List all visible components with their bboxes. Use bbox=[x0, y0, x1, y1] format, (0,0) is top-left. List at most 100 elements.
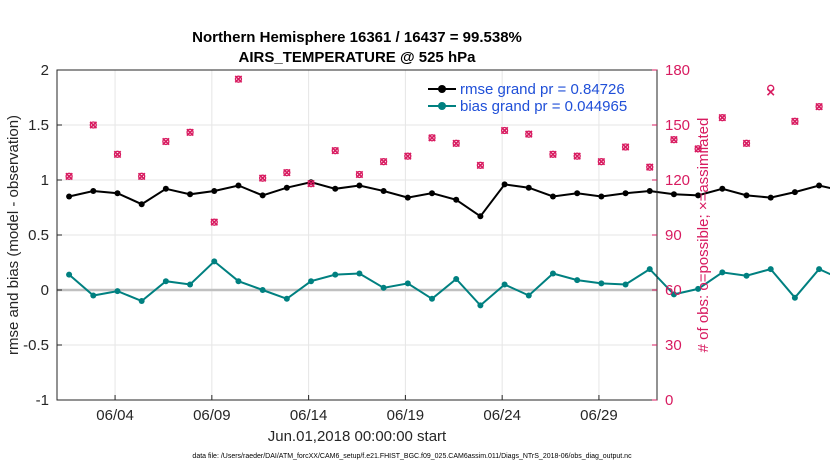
series-point-0 bbox=[646, 188, 653, 194]
y-axis-label: rmse and bias (model - observation) bbox=[5, 115, 22, 355]
obs-assimilated-stroke bbox=[89, 121, 98, 129]
obs-assimilated-point bbox=[234, 75, 243, 83]
obs-assimilated-point bbox=[597, 157, 606, 166]
series-line-1 bbox=[68, 260, 830, 307]
legend-bias-label: bias grand pr = 0.044965 bbox=[460, 98, 627, 115]
series-point-1 bbox=[695, 285, 702, 292]
x-tick-label: 06/14 bbox=[290, 407, 328, 424]
obs-possible-point bbox=[646, 163, 654, 171]
series-point-1 bbox=[767, 266, 774, 273]
obs-assimilated-stroke bbox=[525, 130, 533, 138]
series-point-1 bbox=[138, 298, 145, 304]
obs-possible-point bbox=[307, 180, 315, 188]
obs-assimilated-point bbox=[162, 137, 170, 146]
series-point-1 bbox=[283, 295, 290, 302]
x-tick-label: 06/19 bbox=[387, 407, 425, 424]
right-axis: 0 30 60 90 120 150 180 bbox=[652, 62, 690, 409]
y-tick-label: 2 bbox=[41, 62, 49, 79]
obs-assimilated-stroke bbox=[791, 117, 799, 126]
obs-assimilated-point bbox=[89, 121, 98, 129]
obs-assimilated-point bbox=[549, 150, 557, 159]
series-point-0 bbox=[549, 193, 556, 200]
obs-assimilated-point bbox=[452, 139, 460, 148]
obs-possible-point bbox=[428, 134, 436, 142]
series-point-0 bbox=[477, 213, 484, 220]
obs-assimilated-point bbox=[307, 179, 315, 188]
y-tick-label: 0.5 bbox=[28, 227, 49, 244]
series-line-0 bbox=[68, 181, 830, 218]
obs-assimilated-point bbox=[500, 126, 509, 135]
series-point-0 bbox=[356, 182, 363, 189]
obs-possible-point bbox=[549, 150, 557, 158]
chart-title: Northern Hemisphere 16361 / 16437 = 99.5… bbox=[192, 29, 522, 46]
obs-possible-point bbox=[331, 147, 339, 155]
series-point-1 bbox=[743, 272, 750, 279]
x-axis: 06/04 06/09 06/14 06/19 06/24 06/29 bbox=[96, 395, 618, 424]
obs-assimilated-stroke bbox=[452, 139, 460, 148]
y-right-tick-label: 150 bbox=[665, 117, 690, 134]
y-tick-label: 1.5 bbox=[28, 117, 49, 134]
series-point-0 bbox=[429, 190, 435, 197]
obs-possible-point bbox=[113, 150, 122, 158]
series-point-1 bbox=[453, 276, 460, 282]
series-point-1 bbox=[66, 271, 73, 278]
obs-possible-point bbox=[525, 130, 533, 138]
obs-assimilated-stroke bbox=[718, 113, 727, 122]
obs-possible-point bbox=[355, 170, 364, 179]
series-point-1 bbox=[380, 284, 387, 291]
legend-rmse-label: rmse grand pr = 0.84726 bbox=[460, 81, 625, 98]
series-point-1 bbox=[501, 281, 508, 288]
series-point-1 bbox=[525, 292, 532, 299]
obs-assimilated-point bbox=[283, 168, 291, 177]
series-point-0 bbox=[574, 190, 581, 197]
obs-assimilated-point bbox=[694, 145, 702, 153]
series-point-0 bbox=[791, 189, 798, 196]
obs-possible-point bbox=[379, 158, 388, 166]
obs-possible-point bbox=[283, 169, 291, 177]
obs-assimilated-point bbox=[210, 218, 219, 226]
x-axis-label: Jun.01,2018 00:00:00 start bbox=[268, 428, 447, 445]
series-point-1 bbox=[622, 281, 629, 288]
y-axis-label-right: # of obs: o=possible; ×=assimilated bbox=[695, 118, 712, 353]
obs-assimilated-stroke bbox=[742, 139, 751, 148]
obs-possible-point bbox=[573, 152, 581, 160]
series-point-0 bbox=[404, 194, 411, 201]
series-point-1 bbox=[308, 278, 315, 285]
obs-possible-point bbox=[210, 218, 218, 226]
obs-assimilated-stroke bbox=[307, 179, 315, 188]
obs-assimilated-stroke bbox=[476, 161, 485, 170]
obs-assimilated-point bbox=[670, 135, 678, 144]
obs-possible-point bbox=[89, 121, 97, 129]
series-point-1 bbox=[816, 266, 823, 273]
obs-possible-point bbox=[718, 114, 726, 122]
obs-assimilated-point bbox=[645, 163, 654, 171]
series-point-1 bbox=[187, 281, 194, 288]
obs-possible-point bbox=[186, 128, 194, 136]
series-point-0 bbox=[598, 193, 605, 200]
y-tick-label: 1 bbox=[41, 172, 49, 189]
series-point-1 bbox=[429, 295, 435, 302]
obs-possible-point bbox=[742, 139, 751, 147]
y-right-tick-label: 0 bbox=[665, 392, 673, 409]
obs-assimilated-stroke bbox=[404, 152, 412, 160]
left-axis: -1 -0.5 0 0.5 1 1.5 2 bbox=[23, 62, 62, 409]
y-right-tick-label: 120 bbox=[665, 172, 690, 189]
x-tick-label: 06/09 bbox=[193, 407, 231, 424]
series-point-0 bbox=[743, 192, 750, 199]
series-point-0 bbox=[816, 182, 823, 189]
series-point-0 bbox=[695, 192, 702, 199]
series-point-0 bbox=[525, 184, 532, 191]
series-point-1 bbox=[404, 280, 411, 287]
y-tick-label: -1 bbox=[36, 392, 49, 409]
obs-assimilated-point bbox=[137, 172, 146, 181]
series-point-1 bbox=[574, 277, 581, 284]
series-point-0 bbox=[162, 185, 169, 192]
series-point-1 bbox=[356, 270, 363, 277]
obs-assimilated-stroke bbox=[815, 102, 823, 111]
series-point-1 bbox=[259, 287, 266, 293]
obs-possible-point bbox=[476, 161, 485, 169]
series-point-1 bbox=[235, 278, 242, 285]
obs-assimilated-stroke bbox=[186, 128, 194, 137]
series-point-1 bbox=[549, 270, 556, 277]
obs-possible-point bbox=[597, 158, 606, 166]
